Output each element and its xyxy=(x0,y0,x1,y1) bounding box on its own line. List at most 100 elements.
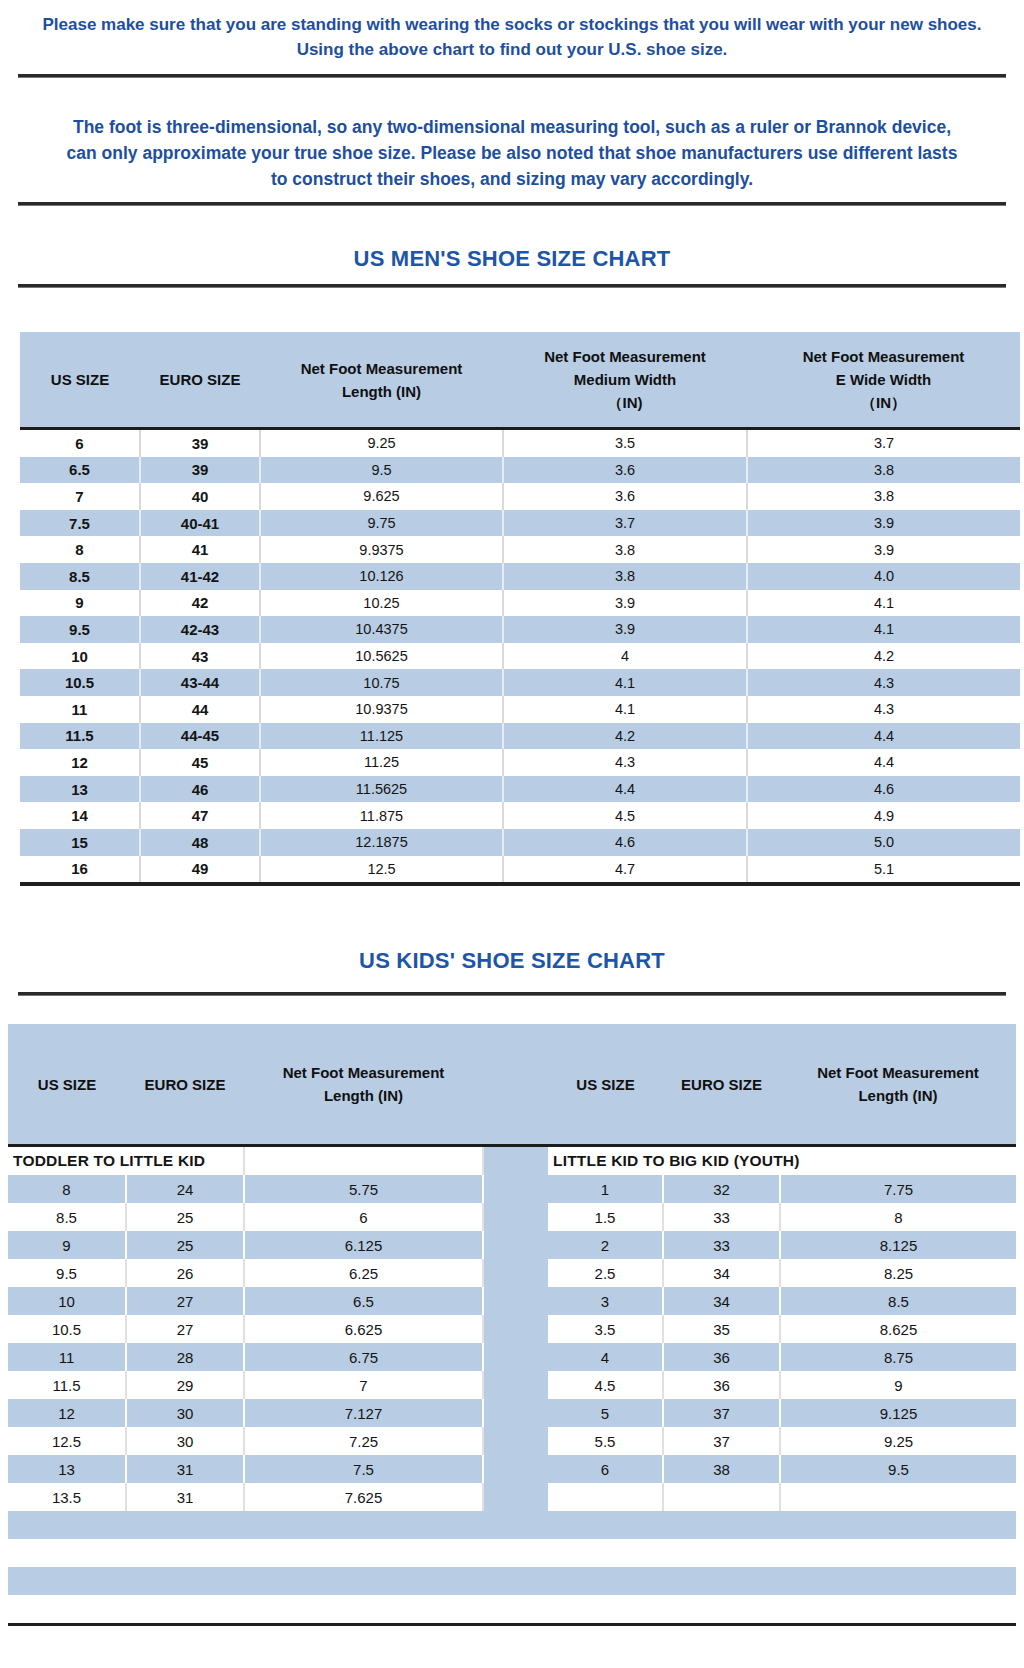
mens-table-header: US SIZE EURO SIZE Net Foot Measurement L… xyxy=(20,332,1020,429)
table-cell: 48 xyxy=(140,829,260,856)
table-row: 13.5317.625 xyxy=(8,1483,1016,1511)
table-row: 7409.6253.63.8 xyxy=(20,483,1020,510)
table-row: 134611.56254.44.6 xyxy=(20,776,1020,803)
column-header-medium-width: Net Foot Measurement Medium Width （IN) xyxy=(503,332,747,429)
table-cell: 8 xyxy=(780,1203,1016,1231)
table-row: 144711.8754.54.9 xyxy=(20,802,1020,829)
table-cell: 5.75 xyxy=(244,1175,483,1203)
table-row: 8419.93753.83.9 xyxy=(20,536,1020,563)
table-cell: 46 xyxy=(140,776,260,803)
table-row: 12307.1275379.125 xyxy=(8,1399,1016,1427)
table-row: 114410.93754.14.3 xyxy=(20,696,1020,723)
header-row: US SIZE EURO SIZE Net Foot Measurement L… xyxy=(8,1024,1016,1146)
intro-paragraph: Please make sure that you are standing w… xyxy=(0,12,1024,62)
table-row xyxy=(8,1511,1016,1539)
table-cell: 3.6 xyxy=(503,483,747,510)
table-cell xyxy=(780,1483,1016,1511)
table-row: 6.5399.53.63.8 xyxy=(20,457,1020,484)
kids-chart-title: US KIDS' SHOE SIZE CHART xyxy=(0,948,1024,974)
column-header-length-right: Net Foot Measurement Length (IN) xyxy=(780,1024,1016,1146)
column-header-euro-size-left: EURO SIZE xyxy=(126,1024,244,1146)
table-cell: 6 xyxy=(548,1455,663,1483)
table-cell: 40 xyxy=(140,483,260,510)
table-cell: 36 xyxy=(663,1371,780,1399)
table-cell: 3.9 xyxy=(503,616,747,643)
empty-row-cell xyxy=(8,1567,1016,1595)
table-cell: 13.5 xyxy=(8,1483,126,1511)
table-cell: 1.5 xyxy=(548,1203,663,1231)
empty-row-cell xyxy=(8,1539,1016,1567)
table-cell: 7.5 xyxy=(20,510,140,537)
table-cell: 9.75 xyxy=(260,510,503,537)
table-cell: 6.25 xyxy=(244,1259,483,1287)
table-cell: 10.5 xyxy=(8,1315,126,1343)
table-cell: 6.5 xyxy=(20,457,140,484)
table-cell: 10.5 xyxy=(20,669,140,696)
table-row: 154812.18754.65.0 xyxy=(20,829,1020,856)
table-row: 8.541-4210.1263.84.0 xyxy=(20,563,1020,590)
table-cell: 10.126 xyxy=(260,563,503,590)
table-cell: 10 xyxy=(20,643,140,670)
table-cell: 4.4 xyxy=(747,749,1020,776)
kids-table-body: TODDLER TO LITTLE KID LITTLE KID TO BIG … xyxy=(8,1146,1016,1625)
table-cell: 7.127 xyxy=(244,1399,483,1427)
section-gap-cell xyxy=(483,1315,548,1343)
table-cell: 8.25 xyxy=(780,1259,1016,1287)
table-cell xyxy=(548,1483,663,1511)
table-cell: 45 xyxy=(140,749,260,776)
table-cell: 41-42 xyxy=(140,563,260,590)
table-cell: 8.75 xyxy=(780,1343,1016,1371)
table-row: 9.542-4310.43753.94.1 xyxy=(20,616,1020,643)
table-cell: 10.75 xyxy=(260,669,503,696)
table-cell: 37 xyxy=(663,1427,780,1455)
section-gap-cell xyxy=(483,1455,548,1483)
table-cell: 3.8 xyxy=(747,457,1020,484)
table-cell: 9.9375 xyxy=(260,536,503,563)
table-cell: 9.5 xyxy=(260,457,503,484)
table-cell: 6.125 xyxy=(244,1231,483,1259)
table-cell: 34 xyxy=(663,1287,780,1315)
table-cell: 2.5 xyxy=(548,1259,663,1287)
section-gap-cell xyxy=(483,1146,548,1176)
table-cell: 4.2 xyxy=(503,723,747,750)
empty-cell xyxy=(244,1146,483,1176)
table-cell: 44 xyxy=(140,696,260,723)
table-cell: 9.5 xyxy=(20,616,140,643)
table-cell: 7 xyxy=(244,1371,483,1399)
table-cell: 6 xyxy=(20,429,140,457)
table-row: 11286.754368.75 xyxy=(8,1343,1016,1371)
column-header-length-left: Net Foot Measurement Length (IN) xyxy=(244,1024,483,1146)
column-header-euro-size: EURO SIZE xyxy=(140,332,260,429)
section-gap-cell xyxy=(483,1175,548,1203)
table-cell: 4.1 xyxy=(747,616,1020,643)
table-row: 7.540-419.753.73.9 xyxy=(20,510,1020,537)
table-cell: 9.5 xyxy=(8,1259,126,1287)
table-cell: 5.5 xyxy=(548,1427,663,1455)
table-cell: 42-43 xyxy=(140,616,260,643)
table-row: 8.52561.5338 xyxy=(8,1203,1016,1231)
table-cell: 26 xyxy=(126,1259,244,1287)
mens-chart-title: US MEN'S SHOE SIZE CHART xyxy=(0,246,1024,272)
table-cell: 43-44 xyxy=(140,669,260,696)
table-cell: 10.5625 xyxy=(260,643,503,670)
table-row xyxy=(8,1539,1016,1567)
section-gap-cell xyxy=(483,1483,548,1511)
column-header-length: Net Foot Measurement Length (IN) xyxy=(260,332,503,429)
table-cell: 11.5 xyxy=(20,723,140,750)
table-cell: 31 xyxy=(126,1455,244,1483)
table-cell: 3.8 xyxy=(503,563,747,590)
table-cell: 3 xyxy=(548,1287,663,1315)
table-cell: 6 xyxy=(244,1203,483,1231)
table-cell: 33 xyxy=(663,1203,780,1231)
table-cell: 6.625 xyxy=(244,1315,483,1343)
table-cell: 4.4 xyxy=(747,723,1020,750)
section-gap-cell xyxy=(483,1399,548,1427)
table-cell: 12 xyxy=(20,749,140,776)
table-cell: 39 xyxy=(140,457,260,484)
column-header-euro-size-right: EURO SIZE xyxy=(663,1024,780,1146)
table-cell: 4.2 xyxy=(747,643,1020,670)
table-cell: 8.5 xyxy=(8,1203,126,1231)
section-gap-cell xyxy=(483,1371,548,1399)
table-cell xyxy=(663,1483,780,1511)
table-cell: 30 xyxy=(126,1427,244,1455)
